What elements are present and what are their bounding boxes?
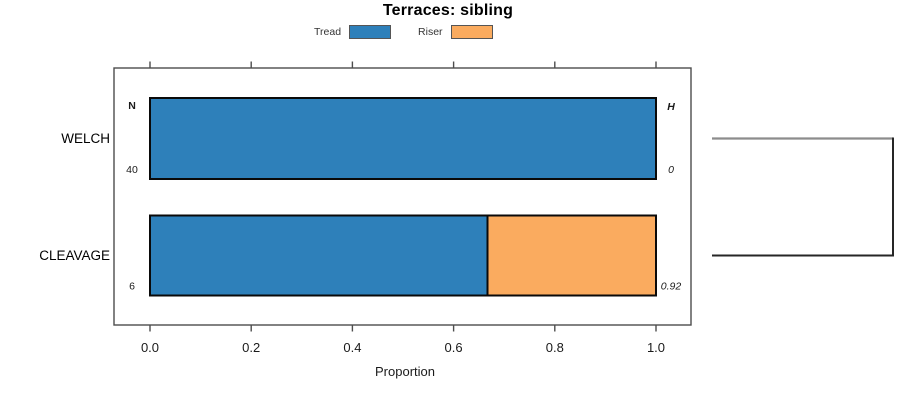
riser-swatch (450, 25, 493, 39)
h-value-welch: 0 (668, 164, 674, 176)
x-axis-title: Proportion (375, 364, 435, 379)
bar-segment-tread-cleavage (149, 214, 489, 297)
x-tick-label: 0.6 (445, 340, 463, 355)
bar-segment-tread-welch (149, 97, 657, 180)
x-tick-label: 0.4 (343, 340, 361, 355)
bar-segment-riser-cleavage (486, 214, 658, 297)
x-tick-label: 1.0 (647, 340, 665, 355)
n-value-cleavage: 6 (129, 281, 135, 293)
x-tick-label: 0.0 (141, 340, 159, 355)
legend-item-riser: Riser (418, 25, 493, 39)
x-tick-label: 0.8 (546, 340, 564, 355)
category-label-cleavage: CLEAVAGE (39, 248, 110, 263)
legend-label-tread: Tread (314, 26, 342, 38)
h-column-header: H (667, 101, 675, 113)
legend-label-riser: Riser (418, 26, 443, 38)
x-tick-label: 0.2 (242, 340, 260, 355)
tread-swatch (349, 25, 392, 39)
n-value-welch: 40 (126, 164, 138, 176)
h-value-cleavage: 0.92 (661, 281, 682, 293)
category-label-welch: WELCH (61, 131, 110, 146)
legend: Tread Riser (314, 25, 493, 39)
dendrogram-branch-bottom (712, 137, 894, 257)
plot-border (113, 67, 692, 326)
legend-item-tread: Tread (314, 25, 392, 39)
chart-title: Terraces: sibling (382, 2, 514, 19)
n-column-header: N (128, 100, 136, 112)
